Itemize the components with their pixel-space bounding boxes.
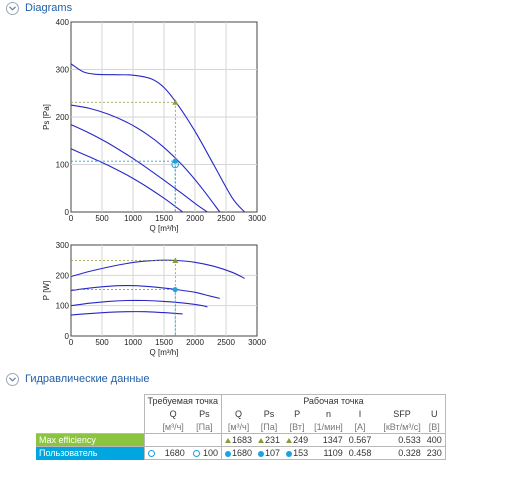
row-label-max-efficiency[interactable]: Max efficiency <box>36 433 144 447</box>
chevron-down-icon[interactable] <box>6 1 19 15</box>
col-req-ps: Ps <box>187 407 222 421</box>
hydraulic-section-header[interactable]: Гидравлические данные <box>6 371 149 387</box>
p-chart-series-line-3 <box>71 299 208 308</box>
pressure-chart: 0 500 1000 1500 2000 2500 3000 0 100 200 300 400 Q [… <box>42 18 266 233</box>
p-chart-x-tick-label: 1000 <box>124 338 142 347</box>
ps-chart-user-required-point <box>171 160 179 169</box>
table-row-max-efficiency[interactable]: Max efficiency 1683 231 249 1347 0.567 0… <box>36 433 446 447</box>
triangle-marker-icon <box>258 438 265 443</box>
ps-chart-y-tick-label: 200 <box>56 113 70 122</box>
dot-marker-icon <box>286 451 293 457</box>
user-sfp-value: 0.328 <box>380 446 424 460</box>
col-u: U <box>423 407 446 421</box>
diagrams-title: Diagrams <box>25 2 73 14</box>
dot-marker-icon <box>258 451 265 457</box>
row-label-user[interactable]: Пользователь <box>36 446 144 460</box>
diagrams-section-header[interactable]: Diagrams <box>6 0 72 16</box>
hydraulic-data-table: Требуемая точка Рабочая точка Q Ps Q Ps … <box>36 394 446 460</box>
user-u-value: 230 <box>423 446 446 460</box>
table-unit-row: [м³/ч] [Па] [м³/ч] [Па] [Вт] [1/мин] [A]… <box>36 420 446 434</box>
ring-marker-icon <box>192 450 200 457</box>
unit-sfp: [кВт/м³/с] <box>383 421 421 432</box>
dot-marker-icon <box>225 451 231 457</box>
table-group-header-row: Требуемая точка Рабочая точка <box>36 394 446 408</box>
unit-n: [1/мин] <box>314 421 343 432</box>
operating-point-header: Рабочая точка <box>221 394 446 408</box>
user-i-value: 0.458 <box>345 446 375 460</box>
hydraulic-title: Гидравлические данные <box>25 373 150 385</box>
p-chart-x-tick-label: 3000 <box>248 338 266 347</box>
max-p-value: 249 <box>293 435 309 445</box>
max-n-value: 1347 <box>311 433 346 447</box>
ps-chart-x-tick-label: 2000 <box>186 214 204 223</box>
unit-p: [Вт] <box>289 421 305 432</box>
table-row-user[interactable]: Пользователь 1680 100 1680 107 153 1109 … <box>36 446 446 460</box>
p-chart-y-tick-label: 300 <box>56 241 70 250</box>
table-column-header-row: Q Ps Q Ps P n I SFP U <box>36 407 446 421</box>
ps-chart-x-tick-label: 500 <box>95 214 109 223</box>
p-chart-y-tick-label: 0 <box>65 332 70 341</box>
user-p-value: 153 <box>293 448 309 458</box>
ps-chart-series-line-3 <box>71 124 208 212</box>
ps-chart-x-tick-label: 3000 <box>248 214 266 223</box>
col-n: n <box>325 409 331 419</box>
user-q-value: 1680 <box>232 448 253 458</box>
ps-chart-y-axis-label: Ps [Pa] <box>42 104 51 130</box>
p-chart-y-axis-label: P [W] <box>42 281 51 300</box>
col-q: Q <box>221 407 256 421</box>
col-i: I <box>358 409 362 419</box>
unit-ps: [Па] <box>260 421 278 432</box>
ps-chart-y-tick-label: 300 <box>56 66 70 75</box>
unit-req-ps: [Па] <box>187 420 222 434</box>
p-chart-series-line-4 <box>71 311 183 316</box>
max-i-value: 0.567 <box>345 433 375 447</box>
user-ps-value: 107 <box>265 448 281 458</box>
col-p: P <box>294 409 301 419</box>
p-chart-x-tick-label: 1500 <box>155 338 173 347</box>
unit-i: [A] <box>354 421 366 432</box>
p-chart-user-operating-point <box>172 286 178 293</box>
p-chart-series-line-2 <box>71 285 220 299</box>
ps-chart-x-tick-label: 1500 <box>155 214 173 223</box>
user-req-ps-value: 100 <box>202 448 218 458</box>
unit-u: [В] <box>423 420 446 434</box>
max-u-value: 400 <box>423 433 446 447</box>
ps-chart-x-tick-label: 0 <box>69 214 74 223</box>
ring-marker-icon <box>147 450 155 457</box>
p-chart-x-tick-label: 500 <box>95 338 109 347</box>
p-chart-max-efficiency-point <box>172 257 179 263</box>
unit-q: [м³/ч] <box>221 420 256 434</box>
col-ps: Ps <box>263 409 275 419</box>
required-point-header: Требуемая точка <box>143 394 222 408</box>
max-ps-value: 231 <box>265 435 281 445</box>
ps-chart-series-line-1 <box>71 63 246 212</box>
p-chart-x-tick-label: 2500 <box>217 338 235 347</box>
triangle-marker-icon <box>286 438 293 443</box>
max-sfp-value: 0.533 <box>380 433 424 447</box>
chevron-down-icon[interactable] <box>6 372 19 386</box>
ps-chart-x-axis-label: Q [m³/h] <box>150 224 179 233</box>
ps-chart-max-efficiency-point <box>172 99 179 105</box>
ps-chart-series-line-2 <box>71 104 221 212</box>
ps-chart-y-tick-label: 400 <box>56 18 70 27</box>
p-chart-x-tick-label: 0 <box>69 338 74 347</box>
ps-chart-x-tick-label: 1000 <box>124 214 142 223</box>
unit-req-q: [м³/ч] <box>162 421 184 432</box>
ps-chart-y-tick-label: 0 <box>65 208 70 217</box>
col-sfp: SFP <box>393 409 411 419</box>
max-q-value: 1683 <box>232 435 253 445</box>
triangle-marker-icon <box>225 438 231 443</box>
ps-chart-x-tick-label: 2500 <box>217 214 235 223</box>
p-chart-y-tick-label: 100 <box>56 302 70 311</box>
p-chart-x-axis-label: Q [m³/h] <box>150 348 179 357</box>
ps-chart-y-tick-label: 100 <box>56 161 70 170</box>
p-chart-y-tick-label: 200 <box>56 271 70 280</box>
col-req-q: Q <box>169 409 177 419</box>
power-chart: 0 500 1000 1500 2000 2500 3000 0 100 200 300 Q [m³/… <box>42 241 266 357</box>
user-n-value: 1109 <box>311 446 346 460</box>
p-chart-x-tick-label: 2000 <box>186 338 204 347</box>
user-req-q-value: 1680 <box>158 446 188 460</box>
